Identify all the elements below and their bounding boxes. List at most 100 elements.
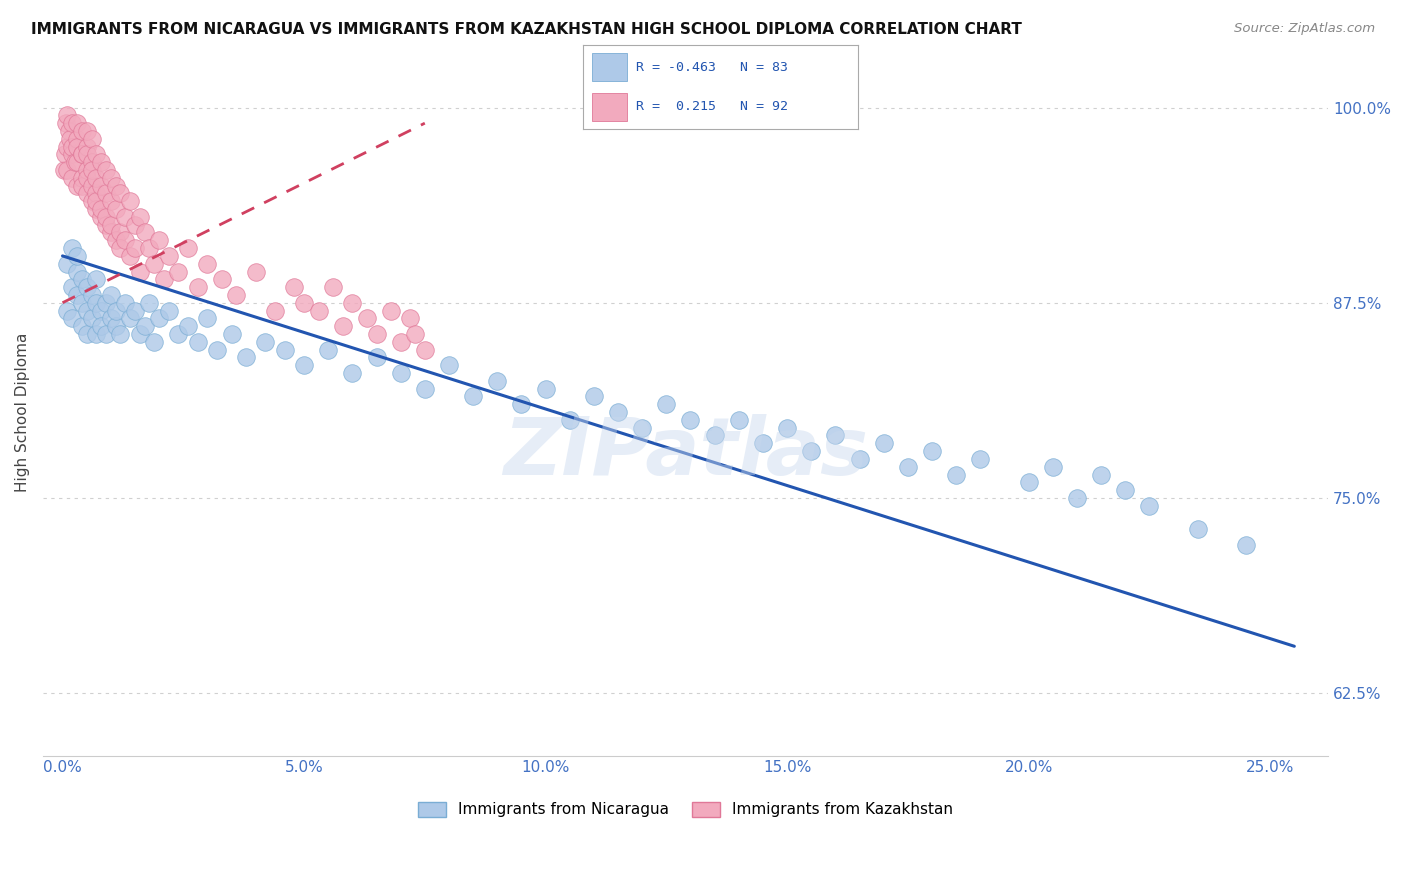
Point [332,319,354,334]
Point [308,303,330,318]
Point [824,428,846,442]
Point [80,311,103,326]
Point [437,358,460,372]
Point [70,170,93,185]
Point [86,186,108,201]
Point [254,334,277,349]
Point [104,233,127,247]
Point [128,264,150,278]
Point [100,288,122,302]
Point [1042,459,1064,474]
Point [90,210,112,224]
Point [356,311,378,326]
Point [264,303,287,318]
Point [110,226,132,240]
Point [366,326,388,341]
Point [86,194,108,209]
Point [70,147,93,161]
Point [114,295,136,310]
Point [120,249,142,263]
Point [138,295,160,310]
Point [66,249,89,263]
Point [94,210,117,224]
Point [342,366,364,380]
Point [366,351,388,365]
Point [53,147,76,161]
Point [94,326,117,341]
Point [114,233,136,247]
Legend: Immigrants from Nicaragua, Immigrants from Kazakhstan: Immigrants from Nicaragua, Immigrants fr… [412,796,959,823]
Point [76,170,98,185]
Point [70,147,93,161]
Point [66,264,89,278]
Point [100,311,122,326]
Point [56,108,79,122]
Point [59,132,82,146]
Point [70,295,93,310]
Bar [592,54,627,81]
Point [86,326,108,341]
Point [94,163,117,178]
Point [283,280,305,294]
Text: Source: ZipAtlas.com: Source: ZipAtlas.com [1234,22,1375,36]
Point [86,272,108,286]
Point [94,186,117,201]
Point [104,178,127,193]
Point [76,147,98,161]
Point [66,178,89,193]
Point [235,351,257,365]
Point [873,436,896,450]
Point [404,326,426,341]
Point [752,436,775,450]
Point [86,147,108,161]
Point [187,334,209,349]
Point [153,272,176,286]
Point [80,163,103,178]
Point [86,202,108,216]
Point [143,257,166,271]
Point [945,467,967,482]
Point [631,420,654,434]
Point [148,233,170,247]
Point [60,311,83,326]
Point [1066,491,1088,505]
Point [66,288,89,302]
Point [128,210,150,224]
Point [76,124,98,138]
Point [167,264,190,278]
Point [157,303,180,318]
Point [70,319,93,334]
Point [114,210,136,224]
Point [225,288,247,302]
Text: ZIPatlas: ZIPatlas [503,414,868,492]
Point [679,413,702,427]
Point [342,295,364,310]
Point [104,319,127,334]
Point [157,249,180,263]
Point [124,218,146,232]
Point [138,241,160,255]
Point [292,295,315,310]
Point [413,382,436,396]
Point [205,343,228,357]
Point [274,343,297,357]
Point [100,194,122,209]
Point [56,163,79,178]
Point [66,116,89,130]
Text: R = -0.463   N = 83: R = -0.463 N = 83 [636,61,787,74]
Point [177,319,200,334]
Point [510,397,533,411]
Point [56,303,79,318]
Point [124,303,146,318]
Point [134,226,156,240]
Point [104,303,127,318]
Point [110,241,132,255]
Point [1234,538,1257,552]
Point [322,280,344,294]
Point [100,170,122,185]
Point [90,202,112,216]
Point [607,405,630,419]
Point [221,326,243,341]
Point [128,326,150,341]
Point [197,311,219,326]
